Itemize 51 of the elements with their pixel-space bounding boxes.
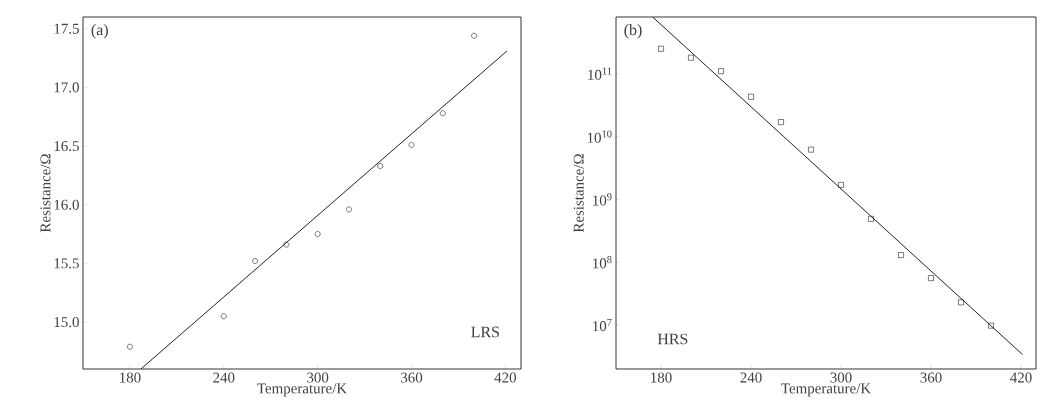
y-axis-title: Resistance/Ω xyxy=(40,154,51,233)
point xyxy=(778,119,784,125)
x-axis-title: Temperature/K xyxy=(781,383,871,397)
x-tick-label: 240 xyxy=(740,372,762,383)
point xyxy=(346,206,352,213)
point xyxy=(988,322,994,329)
y-tick-label: 16.5 xyxy=(54,141,79,152)
x-tick-label: 300 xyxy=(830,372,852,383)
point xyxy=(718,68,724,75)
y-tick-label: 15.5 xyxy=(54,258,79,269)
y-tick-label: 10$^{9}$ xyxy=(593,193,612,206)
point xyxy=(252,258,258,264)
x-tick-label: 180 xyxy=(120,372,141,383)
point xyxy=(868,215,874,222)
point xyxy=(748,93,754,100)
point xyxy=(408,142,415,148)
point xyxy=(808,146,814,153)
point xyxy=(688,54,694,61)
y-tick-label: 16.0 xyxy=(54,199,79,210)
x-axis-title: Temperature/K xyxy=(257,383,347,397)
point xyxy=(928,275,934,281)
point xyxy=(283,241,290,248)
y-tick-label: 15.0 xyxy=(54,316,79,328)
annotation: LRS xyxy=(471,326,499,338)
x-tick-label: 360 xyxy=(920,372,942,383)
annotation: (a) xyxy=(91,24,108,39)
point xyxy=(958,299,964,306)
point xyxy=(471,32,477,39)
point xyxy=(127,343,133,350)
point xyxy=(314,231,321,237)
point xyxy=(898,252,904,258)
y-tick-label: 17.0 xyxy=(54,82,79,93)
y-tick-label: 10$^{11}$ xyxy=(588,67,612,80)
point xyxy=(838,182,844,188)
y-axis-title: Resistance/Ω xyxy=(573,154,584,233)
annotation: (b) xyxy=(624,24,642,39)
x-tick-label: 240 xyxy=(213,372,235,383)
point xyxy=(377,163,384,169)
annotation: HRS xyxy=(657,333,688,345)
point xyxy=(658,45,664,52)
x-tick-label: 300 xyxy=(307,372,329,383)
y-tick-label: 10$^{10}$ xyxy=(587,130,612,143)
x-tick-label: 420 xyxy=(1010,372,1032,383)
x-tick-label: 420 xyxy=(494,372,516,383)
y-tick-label: 10$^{7}$ xyxy=(593,318,612,332)
point xyxy=(220,313,227,320)
y-tick-label: 10$^{8}$ xyxy=(593,256,612,269)
y-tick-label: 17.5 xyxy=(54,23,79,34)
x-tick-label: 180 xyxy=(651,372,672,383)
point xyxy=(439,110,446,117)
x-tick-label: 360 xyxy=(401,372,423,383)
